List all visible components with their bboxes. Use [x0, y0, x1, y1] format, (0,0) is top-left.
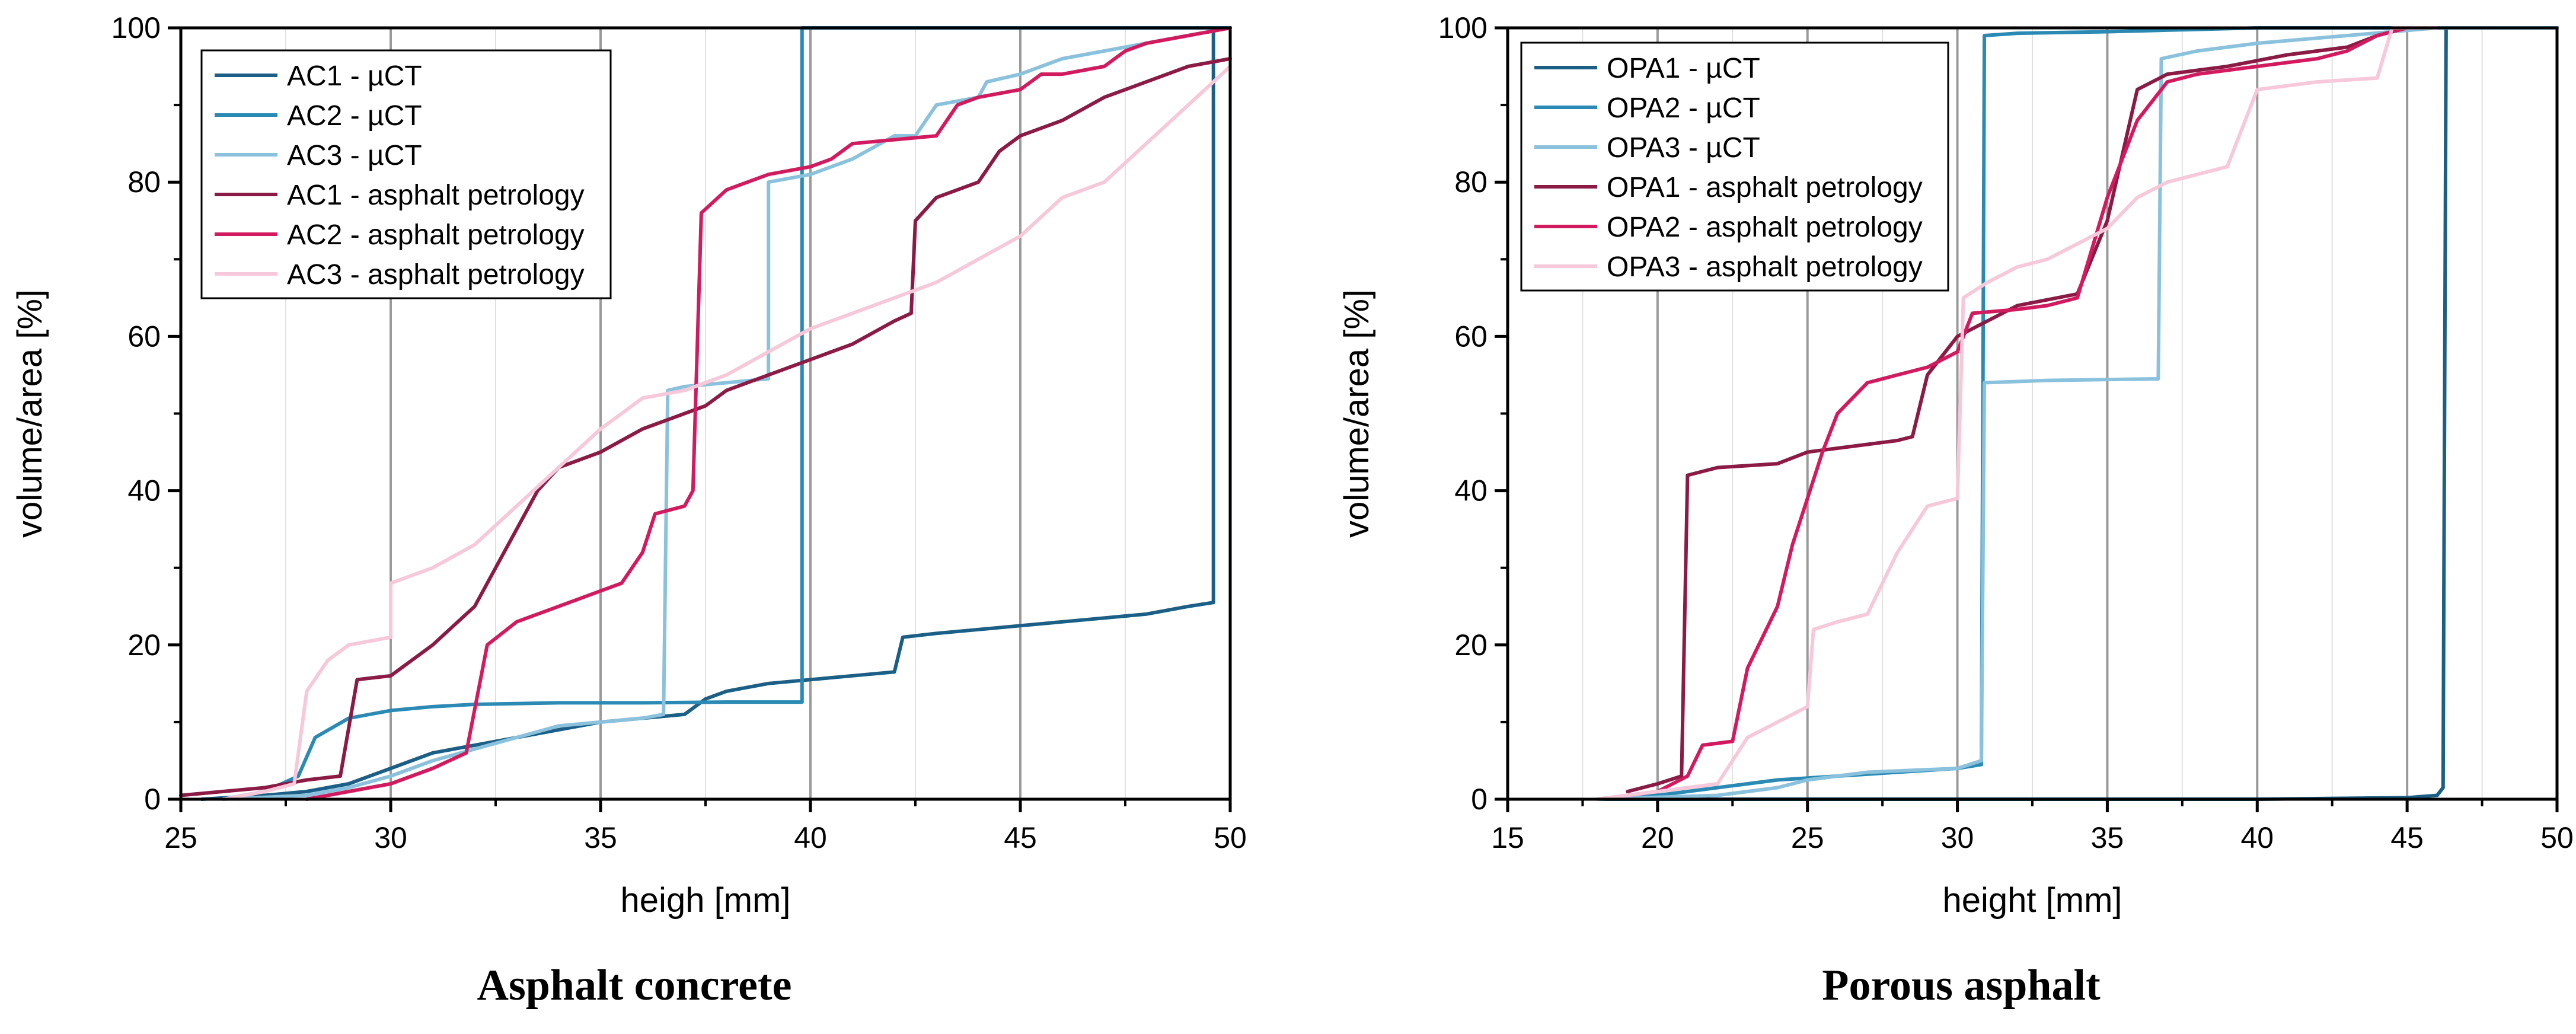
x-tick-label: 40	[2240, 821, 2274, 854]
y-tick-label: 20	[1454, 628, 1487, 662]
legend-label: OPA1 - µCT	[1607, 53, 1760, 84]
x-tick-label: 35	[2091, 821, 2124, 854]
legend-label: AC1 - µCT	[287, 60, 422, 92]
legend-label: AC2 - µCT	[287, 100, 422, 132]
series-line-1	[200, 26, 1232, 801]
x-tick-label: 30	[374, 821, 407, 854]
legend-label: OPA3 - µCT	[1607, 132, 1760, 164]
x-tick-label: 45	[1004, 821, 1037, 854]
y-tick-label: 60	[127, 320, 161, 353]
series-line-2	[221, 26, 1232, 801]
chart-canvas-left: 25 30 35 40 45 50 0 20 40 60 80 100 heigh [mm] volume…	[11, 11, 1247, 920]
chart-asphalt-concrete: 25 30 35 40 45 50 0 20 40 60 80 100 heigh [mm] volume…	[11, 11, 1247, 1010]
y-tick-label: 80	[1454, 165, 1487, 199]
y-tick-label: 40	[127, 474, 161, 508]
x-tick-label: 40	[794, 821, 827, 854]
y-tick-label: 100	[1438, 11, 1487, 44]
legend-label: OPA2 - asphalt petrology	[1607, 212, 1923, 243]
legend-label: OPA2 - µCT	[1607, 92, 1760, 124]
x-tick-label: 50	[1214, 821, 1247, 854]
x-tick-label: 50	[2540, 821, 2574, 854]
legend-label: AC3 - µCT	[287, 140, 422, 171]
y-axis-label: volume/area [%]	[11, 289, 49, 538]
x-tick-label: 20	[1641, 821, 1674, 854]
legend-label: OPA3 - asphalt petrology	[1607, 251, 1923, 283]
series-line-6	[221, 65, 1232, 801]
series-line-5	[1595, 26, 2409, 801]
x-tick-label: 15	[1491, 821, 1524, 854]
chart-porous-asphalt: 15 20 25 30 35 40 45 50 0 20 40 60 80 100 height [mm] v…	[1288, 0, 2576, 1034]
y-tick-label: 0	[144, 783, 161, 816]
legend-label: AC3 - asphalt petrology	[287, 259, 585, 291]
x-axis-label: heigh [mm]	[621, 881, 791, 920]
series-line-5	[305, 26, 1232, 801]
caption-asphalt-concrete: Asphalt concrete	[477, 961, 792, 1010]
series-line-3	[221, 26, 1232, 801]
y-tick-label: 40	[1454, 474, 1487, 508]
x-tick-label: 25	[1791, 821, 1824, 854]
chart-canvas-right: 15 20 25 30 35 40 45 50 0 20 40 60 80 100 height [mm] v…	[1338, 11, 2574, 920]
y-tick-label: 60	[1454, 320, 1487, 353]
y-axis-label: volume/area [%]	[1338, 289, 1376, 538]
series-line-6	[1595, 26, 2439, 801]
x-tick-label: 25	[164, 821, 197, 854]
x-tick-label: 35	[584, 821, 617, 854]
series-line-3	[1595, 26, 2559, 801]
y-tick-label: 80	[127, 165, 161, 199]
x-tick-label: 45	[2390, 821, 2424, 854]
y-tick-label: 100	[111, 11, 161, 44]
legend-box	[200, 49, 612, 299]
caption-porous-asphalt: Porous asphalt	[1822, 961, 2101, 1010]
y-tick-label: 0	[1471, 783, 1487, 816]
legend-box	[1520, 42, 1949, 292]
series-line-4	[179, 57, 1232, 797]
y-tick-label: 20	[127, 628, 161, 662]
x-tick-label: 30	[1941, 821, 1974, 854]
series-line-4	[1626, 26, 2439, 793]
legend-label: AC2 - asphalt petrology	[287, 219, 585, 251]
legend-label: AC1 - asphalt petrology	[287, 180, 585, 211]
legend-label: OPA1 - asphalt petrology	[1607, 172, 1923, 203]
x-axis-label: height [mm]	[1943, 881, 2122, 920]
